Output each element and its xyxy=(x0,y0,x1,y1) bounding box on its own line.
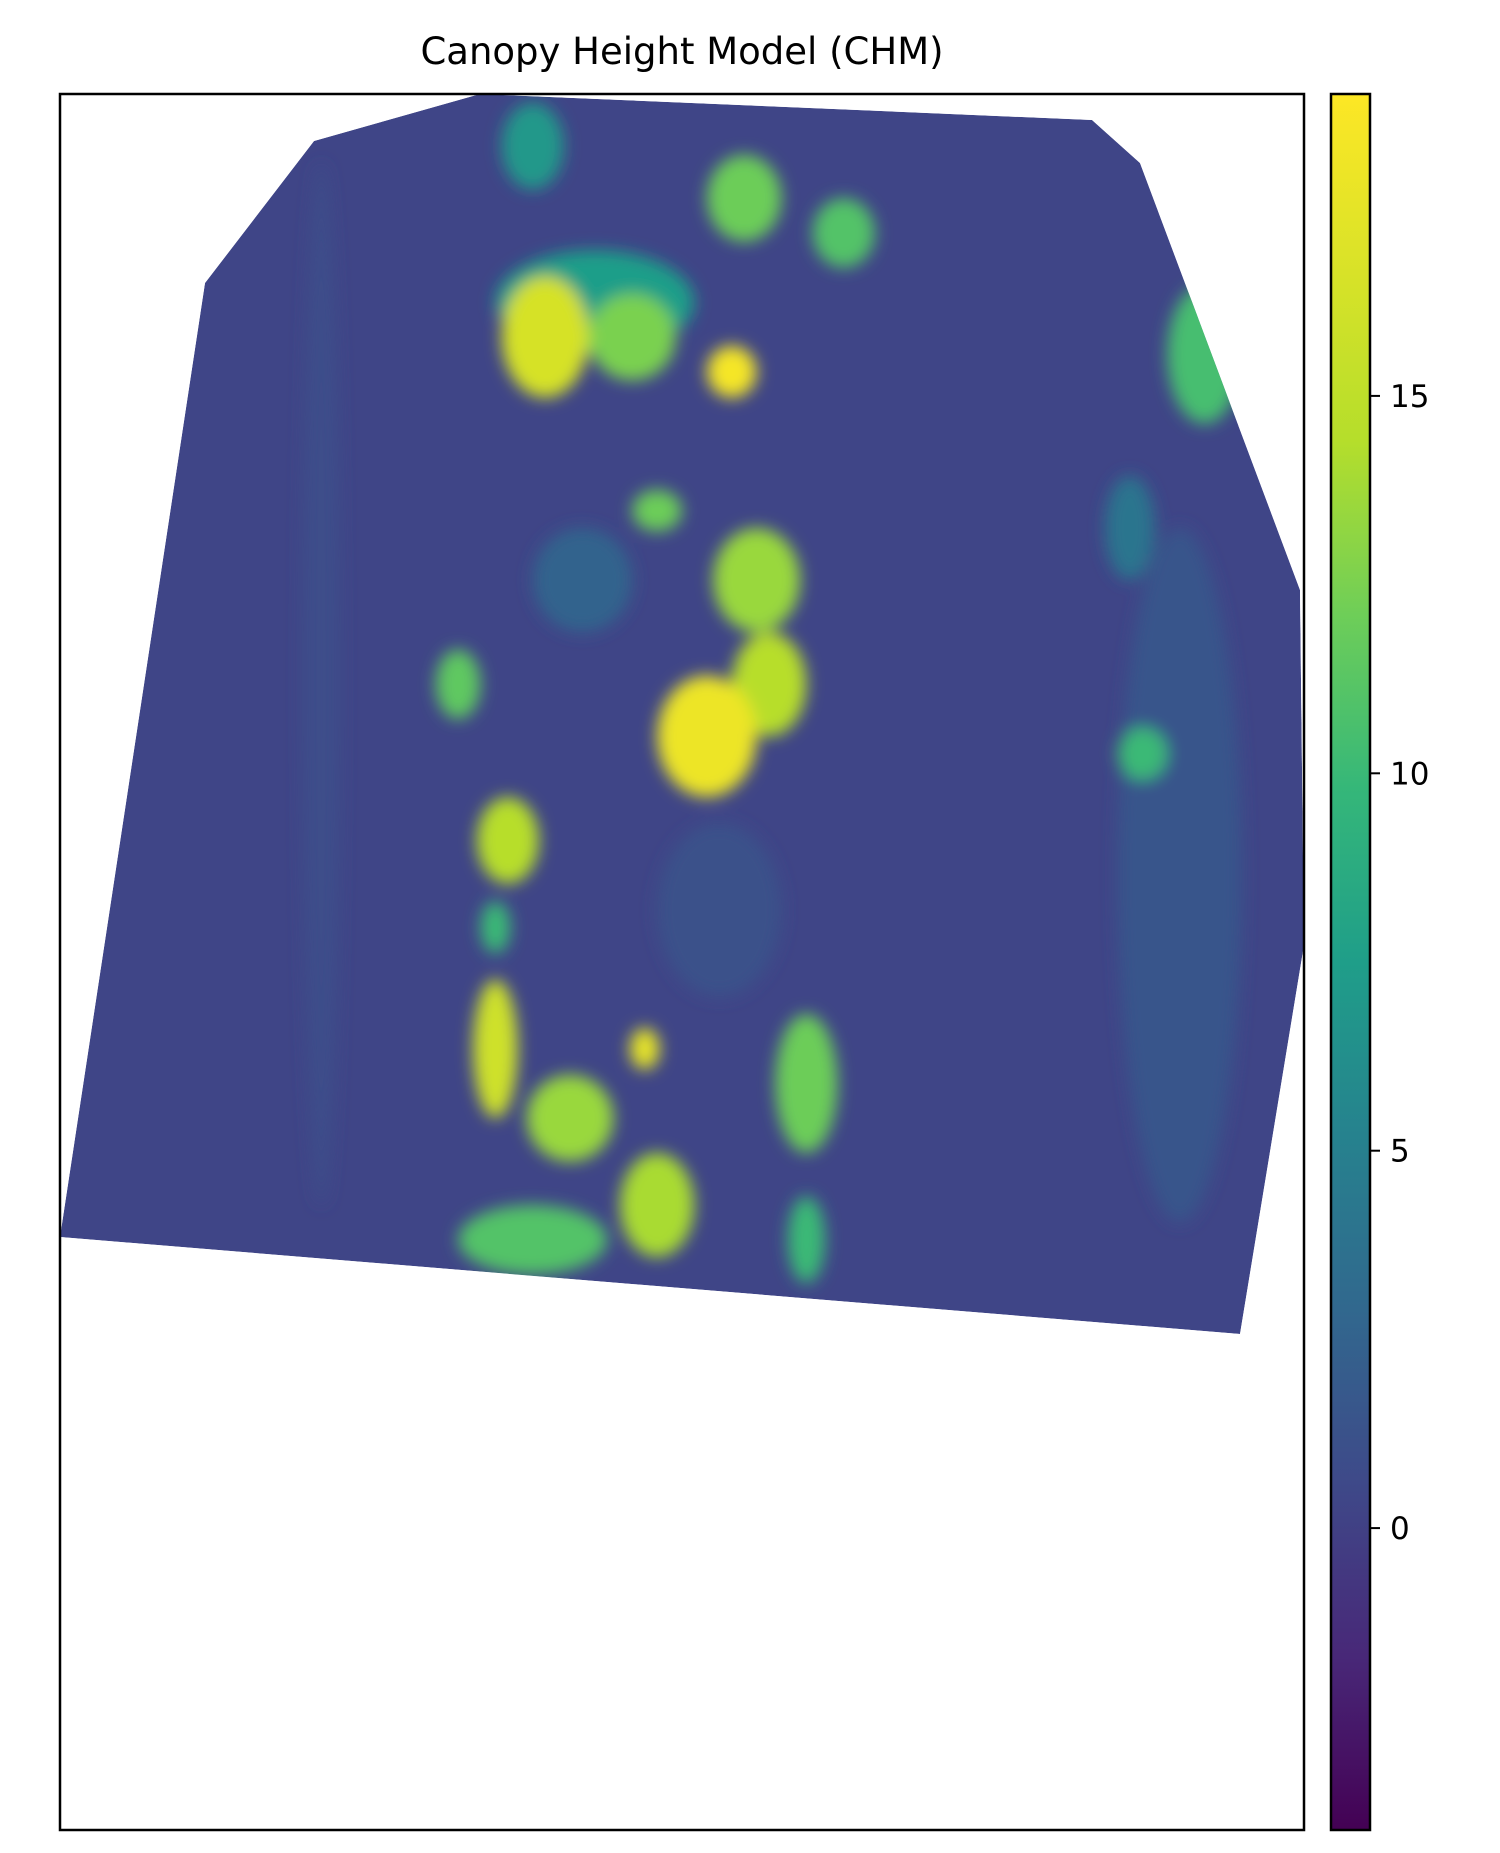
canopy-feature xyxy=(435,649,481,719)
colorbar-frame xyxy=(1329,92,1372,1832)
canopy-feature xyxy=(302,163,340,1206)
canopy-feature xyxy=(476,797,539,884)
colorbar-ticks: 0 5 10 15 xyxy=(1370,379,1429,1547)
canopy-feature xyxy=(501,102,564,190)
canopy-feature xyxy=(480,901,511,954)
canopy-feature xyxy=(713,528,801,633)
canopy-feature xyxy=(619,1152,695,1258)
canopy-feature xyxy=(775,1014,838,1153)
canopy-feature xyxy=(473,979,518,1119)
colorbar-tick-label: 0 xyxy=(1390,1511,1410,1547)
canopy-feature xyxy=(706,345,757,398)
plot-frame xyxy=(58,92,1306,1832)
colorbar: 0 5 10 15 xyxy=(1329,92,1429,1832)
plot-area xyxy=(58,92,1306,1832)
canopy-feature xyxy=(812,198,875,268)
colorbar-gradient xyxy=(1331,94,1370,1830)
canopy-feature xyxy=(787,1196,826,1284)
canopy-feature xyxy=(588,293,676,381)
canopy-feature xyxy=(629,1027,660,1070)
canopy-feature xyxy=(532,528,633,633)
colorbar-tick-label: 10 xyxy=(1390,756,1429,792)
canopy-feature xyxy=(526,1074,614,1162)
canopy-feature xyxy=(458,1205,608,1275)
canopy-feature xyxy=(1117,528,1242,1223)
canopy-features xyxy=(302,102,1242,1284)
canopy-feature xyxy=(1104,475,1155,581)
chart-title: Canopy Height Model (CHM) xyxy=(420,30,944,73)
colorbar-tick-label: 15 xyxy=(1390,379,1429,415)
canopy-feature xyxy=(1117,727,1168,780)
canopy-feature xyxy=(706,154,782,242)
canopy-feature xyxy=(501,276,589,398)
canopy-feature xyxy=(632,489,682,532)
canopy-feature xyxy=(657,823,782,997)
canopy-feature xyxy=(657,675,757,798)
colorbar-tick-label: 5 xyxy=(1390,1134,1410,1170)
